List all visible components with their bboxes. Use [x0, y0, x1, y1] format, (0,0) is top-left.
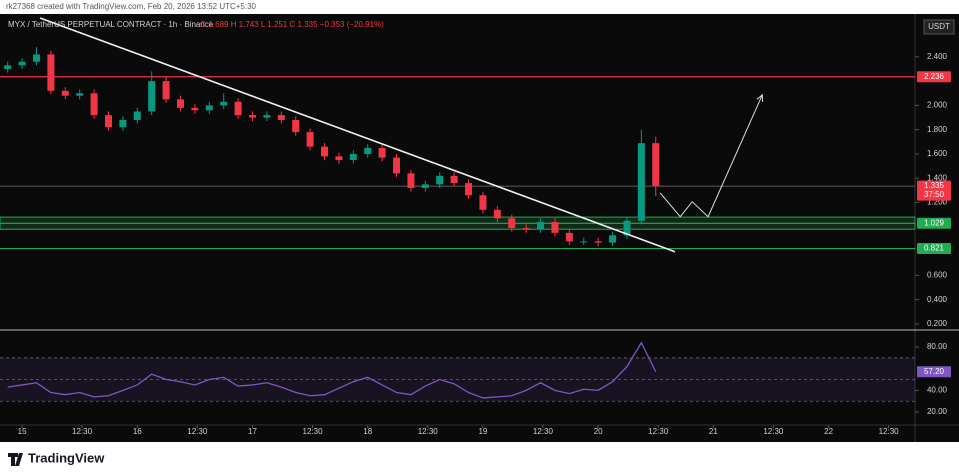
- candle-body: [407, 173, 415, 188]
- candle-body: [436, 175, 444, 185]
- candle-body: [508, 218, 516, 229]
- candle-body: [292, 119, 300, 133]
- candle-body: [148, 81, 156, 112]
- candle-body: [277, 115, 285, 120]
- candle-body: [551, 221, 559, 233]
- rsi-tick-label: 80.00: [927, 342, 948, 351]
- brand: TradingView: [28, 450, 105, 465]
- candle-body: [364, 147, 372, 154]
- candle-body: [61, 90, 69, 96]
- x-tick-label: 19: [478, 427, 487, 436]
- x-tick-label: 12:30: [533, 427, 554, 436]
- rsi-line: [7, 341, 657, 399]
- x-tick-label: 17: [248, 427, 257, 436]
- y-tick-label: 2.000: [927, 101, 948, 110]
- projection-path: [659, 94, 763, 218]
- candle-body: [537, 221, 545, 230]
- chart-background: [0, 14, 959, 442]
- candle-body: [4, 65, 12, 69]
- candle-body: [580, 241, 588, 243]
- price-label-box: [917, 243, 951, 255]
- price-label: 2.236: [924, 72, 945, 81]
- x-tick-label: 12:30: [187, 427, 208, 436]
- x-tick-label: 12:30: [418, 427, 439, 436]
- candle-body: [479, 195, 487, 210]
- y-tick-label: 0.400: [927, 295, 948, 304]
- y-tick-label: 0.200: [927, 319, 948, 328]
- candle-body: [162, 81, 170, 100]
- rsi-value-box: [917, 366, 951, 378]
- y-tick-label: 1.600: [927, 149, 948, 158]
- y-tick-label: 1.800: [927, 125, 948, 134]
- candle-body: [90, 93, 98, 116]
- x-tick-label: 12:30: [879, 427, 900, 436]
- candle-body: [306, 132, 314, 147]
- trendline: [39, 17, 676, 253]
- candle-body: [205, 105, 213, 111]
- candle-body: [335, 156, 343, 161]
- currency: USDT: [928, 22, 950, 31]
- candle-body: [133, 111, 141, 120]
- candle-body: [76, 93, 84, 96]
- candle-body: [47, 54, 55, 91]
- x-tick-label: 12:30: [303, 427, 324, 436]
- candle-body: [263, 115, 271, 118]
- legend-ohlc: O 1.689 H 1.743 L 1.251 C 1.335 −0.353 (…: [200, 20, 384, 29]
- candle-body: [191, 107, 199, 111]
- candle-body: [565, 232, 573, 242]
- x-tick-label: 16: [133, 427, 142, 436]
- price-label: 1.335: [924, 181, 945, 190]
- price-label-box: [917, 217, 951, 229]
- candle-body: [220, 101, 228, 106]
- footer-logo: TradingView: [8, 450, 105, 466]
- x-tick-label: 12:30: [763, 427, 784, 436]
- candle-body: [249, 115, 257, 118]
- candle-body: [349, 153, 357, 161]
- candle-body: [104, 115, 112, 128]
- x-tick-label: 12:30: [72, 427, 93, 436]
- candle-body: [321, 146, 329, 157]
- price-label: 0.821: [924, 244, 945, 253]
- currency-box: [923, 19, 955, 35]
- candle-body: [522, 228, 530, 230]
- x-tick-label: 21: [709, 427, 718, 436]
- x-tick-label: 15: [18, 427, 27, 436]
- candle-body: [378, 147, 386, 158]
- y-tick-label: 1.200: [927, 198, 948, 207]
- price-label-box: [917, 180, 951, 201]
- candle-body: [119, 119, 127, 128]
- candle-body: [465, 183, 473, 196]
- countdown: 37:50: [924, 190, 945, 199]
- x-tick-label: 18: [363, 427, 372, 436]
- candle-body: [493, 209, 501, 219]
- candle-body: [609, 235, 617, 243]
- price-label: 1.029: [924, 218, 945, 227]
- candle-body: [393, 157, 401, 174]
- candle-body: [623, 220, 631, 236]
- candle-body: [177, 99, 185, 108]
- rsi-value-label: 57.20: [924, 367, 945, 376]
- candle-body: [32, 54, 40, 62]
- candle-body: [18, 61, 26, 66]
- rsi-tick-label: 20.00: [927, 407, 948, 416]
- x-tick-label: 20: [594, 427, 603, 436]
- candle-body: [637, 143, 645, 221]
- price-label-box: [917, 71, 951, 83]
- y-tick-label: 1.400: [927, 173, 948, 182]
- candle-body: [421, 184, 429, 188]
- legend-symbol: MYX / TetherUS PERPETUAL CONTRACT · 1h ·…: [8, 20, 214, 29]
- candle-body: [234, 101, 242, 116]
- rsi-tick-label: 40.00: [927, 385, 948, 394]
- candle-body: [594, 241, 602, 243]
- y-tick-label: 0.600: [927, 270, 948, 279]
- credit: rk27368 created with TradingView.com, Fe…: [6, 2, 257, 11]
- y-tick-label: 2.400: [927, 52, 948, 61]
- projection-arrowhead: [756, 93, 764, 102]
- candle-body: [652, 143, 660, 187]
- candle-body: [450, 175, 458, 184]
- x-tick-label: 12:30: [648, 427, 669, 436]
- x-tick-label: 22: [824, 427, 833, 436]
